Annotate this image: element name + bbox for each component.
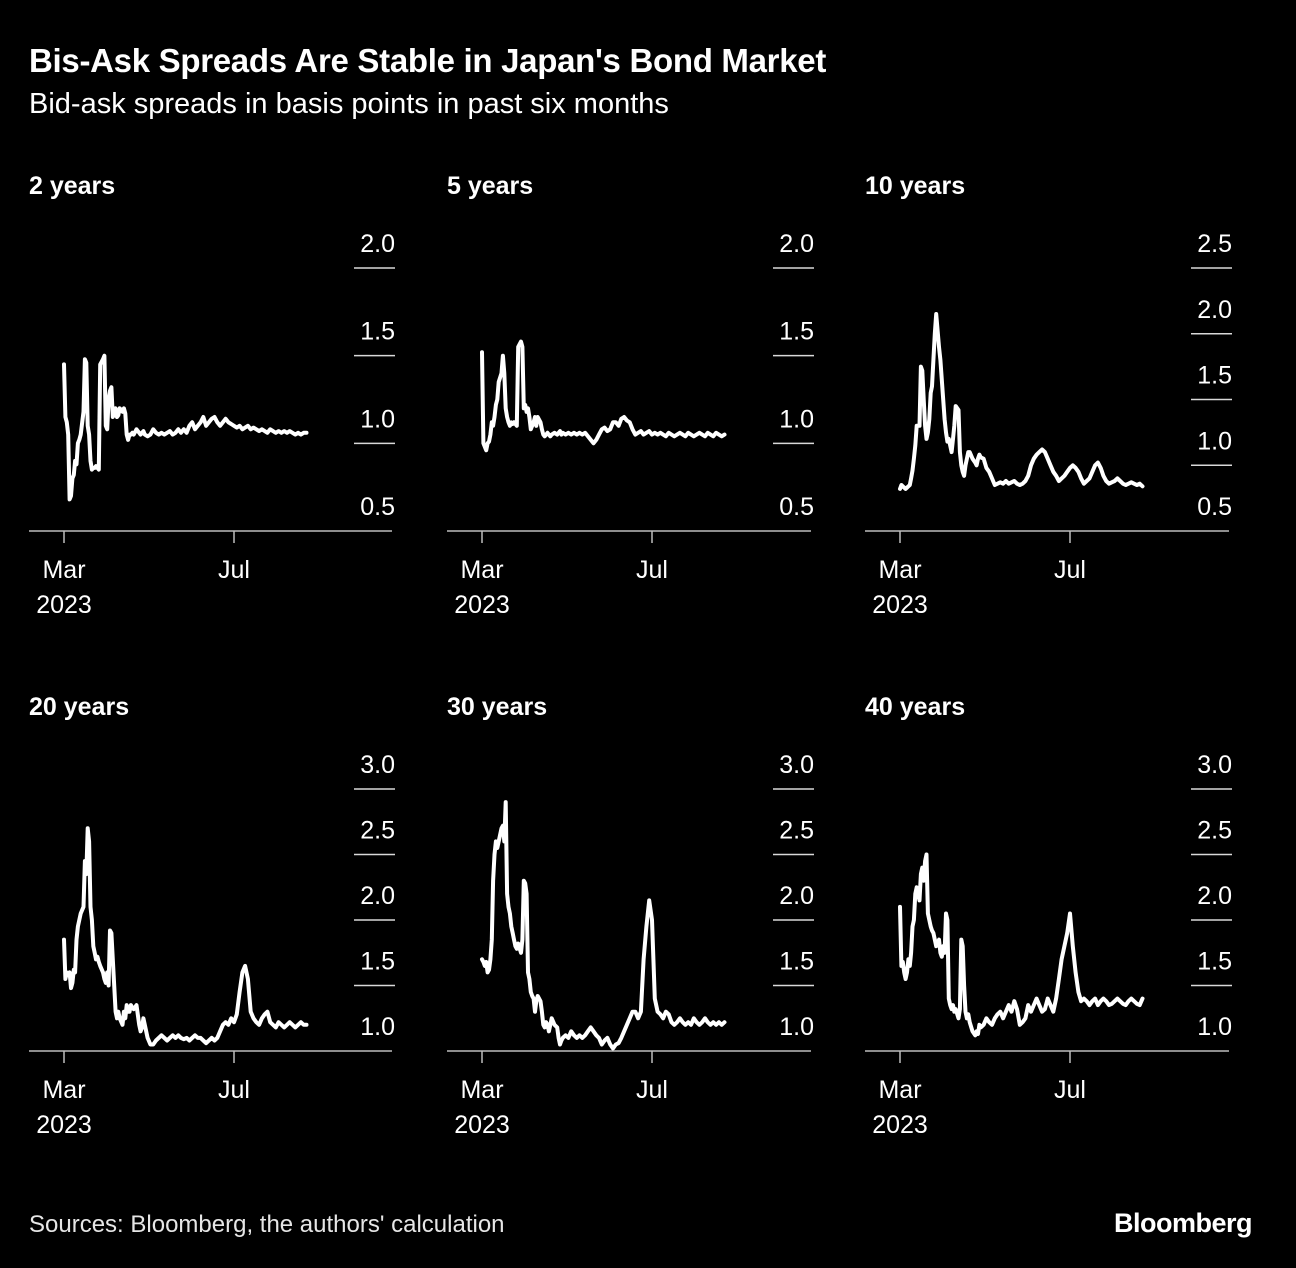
- y-tick-label-5y-0: 2.0: [779, 230, 814, 258]
- panel-40y: 3.0 2.5 2.0 1.5 1.0 Mar 2023 Jul: [865, 751, 1232, 1139]
- y-tick-label-10y-1: 2.0: [1197, 296, 1232, 324]
- y-tick-label-40y-1: 2.5: [1197, 817, 1232, 845]
- x-tick-label-2y-0: Mar: [42, 556, 85, 584]
- y-tick-label-30y-0: 3.0: [779, 751, 814, 779]
- x-tick-label-20y-1: Jul: [218, 1076, 250, 1104]
- panel-2y: 2.0 1.5 1.0 0.5 Mar 2023 Jul: [29, 230, 395, 619]
- y-tick-label-10y-3: 1.0: [1197, 427, 1232, 455]
- y-tick-label-2y-2: 1.0: [360, 405, 395, 433]
- x-tick-sublabel-5y-0: 2023: [454, 591, 510, 619]
- y-tick-label-2y-3: 0.5: [360, 493, 395, 521]
- panel-5y: 2.0 1.5 1.0 0.5 Mar 2023 Jul: [447, 230, 814, 619]
- series-line-10y: [898, 312, 1145, 491]
- x-tick-sublabel-10y-0: 2023: [872, 591, 928, 619]
- y-tick-label-20y-0: 3.0: [360, 751, 395, 779]
- x-tick-label-40y-0: Mar: [878, 1076, 921, 1104]
- panel-30y: 3.0 2.5 2.0 1.5 1.0 Mar 2023 Jul: [447, 751, 814, 1139]
- x-tick-label-10y-0: Mar: [878, 556, 921, 584]
- panel-10y: 2.5 2.0 1.5 1.0 0.5 Mar 2023 Jul: [865, 230, 1232, 619]
- series-line-5y: [480, 339, 727, 453]
- x-tick-label-10y-1: Jul: [1054, 556, 1086, 584]
- panel-20y: 3.0 2.5 2.0 1.5 1.0 Mar 2023 Jul: [29, 751, 395, 1139]
- y-tick-label-10y-0: 2.5: [1197, 230, 1232, 258]
- y-tick-label-2y-1: 1.5: [360, 318, 395, 346]
- y-tick-label-20y-2: 2.0: [360, 882, 395, 910]
- x-tick-label-30y-0: Mar: [460, 1076, 503, 1104]
- y-tick-label-40y-2: 2.0: [1197, 882, 1232, 910]
- x-tick-label-5y-1: Jul: [636, 556, 668, 584]
- y-tick-label-40y-4: 1.0: [1197, 1013, 1232, 1041]
- y-tick-label-20y-3: 1.5: [360, 948, 395, 976]
- series-line-20y: [62, 826, 309, 1047]
- panel-title-2y: 2 years: [29, 172, 116, 200]
- series-line-40y: [898, 852, 1145, 1038]
- source-note: Sources: Bloomberg, the authors' calcula…: [29, 1211, 505, 1238]
- y-tick-label-30y-2: 2.0: [779, 882, 814, 910]
- bloomberg-logo: Bloomberg: [1114, 1208, 1253, 1238]
- y-tick-label-20y-4: 1.0: [360, 1013, 395, 1041]
- y-tick-label-2y-0: 2.0: [360, 230, 395, 258]
- y-tick-label-20y-1: 2.5: [360, 817, 395, 845]
- panel-title-20y: 20 years: [29, 693, 130, 721]
- y-tick-label-40y-3: 1.5: [1197, 948, 1232, 976]
- y-tick-label-30y-3: 1.5: [779, 948, 814, 976]
- y-tick-label-5y-3: 0.5: [779, 493, 814, 521]
- x-tick-label-20y-0: Mar: [42, 1076, 85, 1104]
- chart-title: Bis-Ask Spreads Are Stable in Japan's Bo…: [29, 42, 827, 79]
- x-tick-label-30y-1: Jul: [636, 1076, 668, 1104]
- x-tick-label-5y-0: Mar: [460, 556, 503, 584]
- panel-title-5y: 5 years: [447, 172, 534, 200]
- y-tick-label-5y-1: 1.5: [779, 318, 814, 346]
- y-tick-label-10y-4: 0.5: [1197, 493, 1232, 521]
- panel-title-30y: 30 years: [447, 693, 548, 721]
- x-tick-sublabel-2y-0: 2023: [36, 591, 92, 619]
- panel-title-40y: 40 years: [865, 693, 966, 721]
- panel-title-10y: 10 years: [865, 172, 966, 200]
- x-tick-sublabel-20y-0: 2023: [36, 1111, 92, 1139]
- chart-subtitle: Bid-ask spreads in basis points in past …: [29, 88, 669, 120]
- y-tick-label-30y-4: 1.0: [779, 1013, 814, 1041]
- series-line-2y: [62, 353, 309, 502]
- y-tick-label-30y-1: 2.5: [779, 817, 814, 845]
- series-line-30y: [480, 800, 727, 1051]
- x-tick-sublabel-30y-0: 2023: [454, 1111, 510, 1139]
- y-tick-label-40y-0: 3.0: [1197, 751, 1232, 779]
- x-tick-label-2y-1: Jul: [218, 556, 250, 584]
- y-tick-label-10y-2: 1.5: [1197, 362, 1232, 390]
- x-tick-sublabel-40y-0: 2023: [872, 1111, 928, 1139]
- y-tick-label-5y-2: 1.0: [779, 405, 814, 433]
- x-tick-label-40y-1: Jul: [1054, 1076, 1086, 1104]
